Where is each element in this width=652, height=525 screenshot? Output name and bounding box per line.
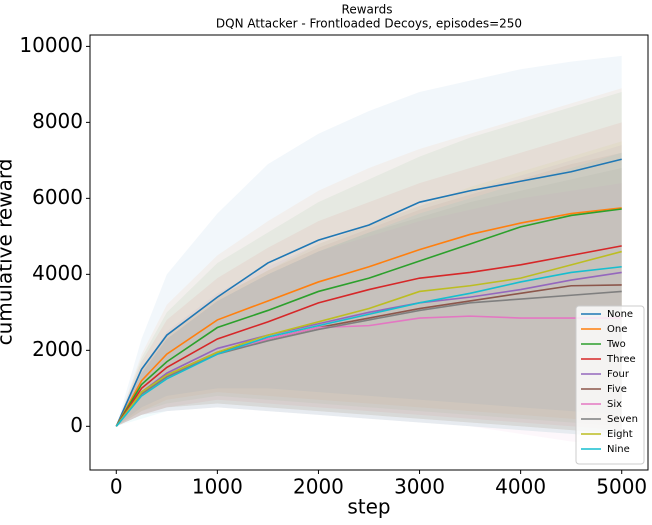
x-tick-label: 4000 xyxy=(495,475,546,499)
legend-label: Two xyxy=(606,339,626,350)
y-tick-label: 10000 xyxy=(19,33,83,57)
y-tick-label: 8000 xyxy=(32,109,83,133)
line xyxy=(115,208,622,427)
y-tick-label: 0 xyxy=(70,413,83,437)
legend-label: Six xyxy=(607,399,622,410)
line xyxy=(115,250,622,427)
line xyxy=(115,271,622,427)
y-tick-label: 6000 xyxy=(32,185,83,209)
legend-box xyxy=(575,305,645,465)
legend-label: Three xyxy=(606,354,636,365)
chart-title: Rewards xyxy=(342,3,393,17)
band xyxy=(116,55,622,427)
x-tick-label: 5000 xyxy=(596,475,647,499)
x-tick-label: 1000 xyxy=(192,475,243,499)
legend-label: Nine xyxy=(607,444,630,455)
line xyxy=(115,207,622,427)
legend-label: Seven xyxy=(607,414,638,425)
line xyxy=(115,158,622,427)
legend-label: One xyxy=(607,324,627,335)
plot-frame xyxy=(89,34,649,471)
x-tick-label: 2000 xyxy=(293,475,344,499)
y-axis-label: cumulative reward xyxy=(0,159,17,346)
line xyxy=(115,265,622,427)
y-tick-label: 2000 xyxy=(32,337,83,361)
x-axis-label: step xyxy=(347,495,390,519)
legend-label: None xyxy=(607,309,633,320)
x-tick-label: 0 xyxy=(110,475,123,499)
band xyxy=(116,141,622,434)
legend-label: Four xyxy=(607,369,630,380)
legend: None One Two Three Four Five Six Seven Eight Nine xyxy=(575,305,645,465)
x-tick-label: 3000 xyxy=(394,475,445,499)
line xyxy=(115,290,622,427)
band xyxy=(116,122,622,431)
line xyxy=(115,245,622,427)
legend-label: Eight xyxy=(607,429,633,440)
band xyxy=(116,152,622,434)
chart-subtitle: DQN Attacker - Frontloaded Decoys, episo… xyxy=(216,17,522,31)
band xyxy=(116,91,622,427)
y-tick-label: 4000 xyxy=(32,261,83,285)
legend-label: Five xyxy=(607,384,627,395)
band xyxy=(116,152,622,438)
